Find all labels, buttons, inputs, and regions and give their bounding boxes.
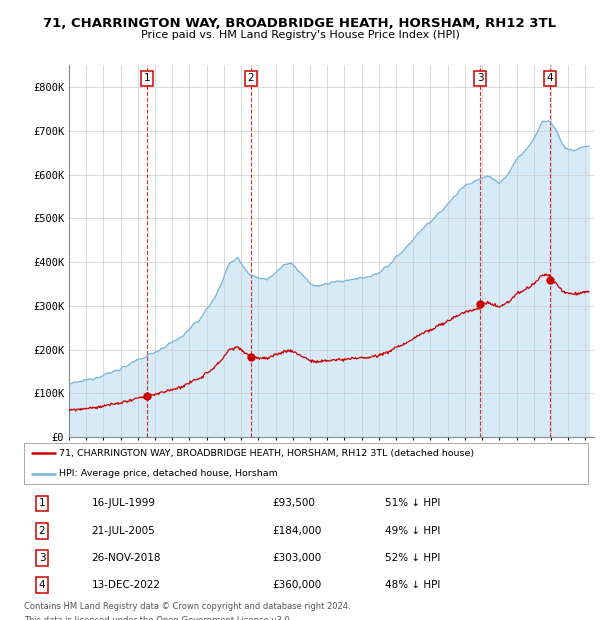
Text: 51% ↓ HPI: 51% ↓ HPI (385, 498, 440, 508)
Text: 71, CHARRINGTON WAY, BROADBRIDGE HEATH, HORSHAM, RH12 3TL: 71, CHARRINGTON WAY, BROADBRIDGE HEATH, … (43, 17, 557, 30)
Text: This data is licensed under the Open Government Licence v3.0.: This data is licensed under the Open Gov… (24, 616, 292, 620)
Text: 49% ↓ HPI: 49% ↓ HPI (385, 526, 440, 536)
Text: Price paid vs. HM Land Registry's House Price Index (HPI): Price paid vs. HM Land Registry's House … (140, 30, 460, 40)
Text: 3: 3 (477, 73, 484, 83)
Text: £303,000: £303,000 (272, 553, 322, 563)
Text: 2: 2 (247, 73, 254, 83)
Text: 21-JUL-2005: 21-JUL-2005 (92, 526, 155, 536)
Text: 71, CHARRINGTON WAY, BROADBRIDGE HEATH, HORSHAM, RH12 3TL (detached house): 71, CHARRINGTON WAY, BROADBRIDGE HEATH, … (59, 449, 474, 458)
Text: 4: 4 (547, 73, 553, 83)
Text: Contains HM Land Registry data © Crown copyright and database right 2024.: Contains HM Land Registry data © Crown c… (24, 602, 350, 611)
Text: 26-NOV-2018: 26-NOV-2018 (92, 553, 161, 563)
Text: 13-DEC-2022: 13-DEC-2022 (92, 580, 161, 590)
Text: £93,500: £93,500 (272, 498, 315, 508)
Text: 48% ↓ HPI: 48% ↓ HPI (385, 580, 440, 590)
Text: 4: 4 (39, 580, 46, 590)
Text: 1: 1 (39, 498, 46, 508)
Text: 3: 3 (39, 553, 46, 563)
Text: 16-JUL-1999: 16-JUL-1999 (92, 498, 155, 508)
Text: HPI: Average price, detached house, Horsham: HPI: Average price, detached house, Hors… (59, 469, 278, 478)
Text: 52% ↓ HPI: 52% ↓ HPI (385, 553, 440, 563)
Text: 1: 1 (144, 73, 151, 83)
Text: 2: 2 (39, 526, 46, 536)
Text: £184,000: £184,000 (272, 526, 322, 536)
Text: £360,000: £360,000 (272, 580, 322, 590)
